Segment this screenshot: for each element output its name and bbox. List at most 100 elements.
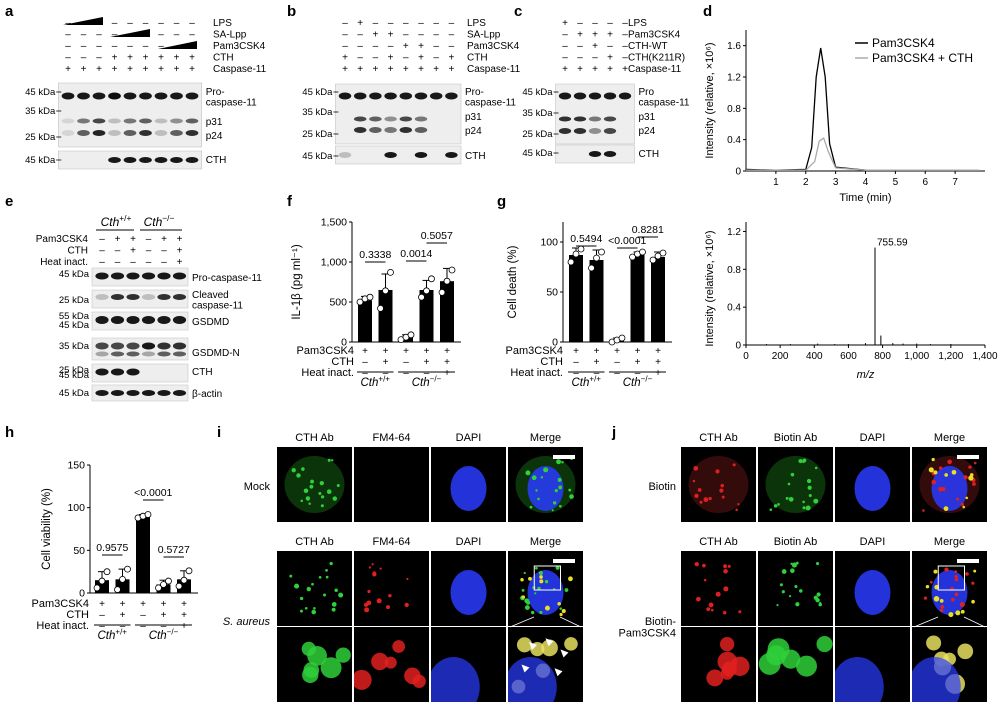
band-p31: [154, 118, 168, 124]
punctum-zoom: [767, 638, 790, 661]
condition-label: Pam3CSK4: [213, 41, 266, 52]
condition-sign: –: [592, 53, 598, 64]
condition-sign: +: [448, 64, 454, 75]
column-header: CTH Ab: [699, 432, 738, 444]
condition-sign: –: [388, 18, 394, 29]
punctum: [788, 496, 794, 502]
punctum-zoom: [706, 669, 724, 687]
band-p31: [139, 118, 152, 124]
genotype-superscript: +/+: [589, 374, 601, 383]
bar: [569, 255, 583, 342]
band-p31: [77, 118, 90, 124]
micrograph-content: [706, 637, 750, 687]
punctum: [720, 483, 724, 488]
kda-marker: 45 kDa: [25, 155, 56, 166]
punctum: [406, 577, 409, 581]
punctum: [956, 497, 960, 501]
blot-strip: [91, 337, 189, 361]
band-procaspase: [573, 92, 587, 100]
x-tick-label: 400: [806, 351, 823, 362]
condition-sign: –: [120, 621, 126, 632]
p-value: 0.5057: [421, 230, 453, 242]
punctum: [524, 605, 530, 611]
label-line: Pro-: [206, 87, 225, 98]
condition-sign: +: [418, 64, 424, 75]
condition-sign: +: [161, 599, 167, 610]
condition-sign: –: [362, 357, 368, 368]
punctum: [376, 598, 382, 604]
punctum: [954, 592, 959, 597]
x-axis-title: m/z: [857, 369, 875, 381]
punctum: [963, 475, 968, 480]
punctum: [568, 488, 572, 492]
band-procaspase: [384, 92, 397, 100]
condition-sign: +: [130, 246, 136, 257]
data-point: [98, 577, 106, 585]
band: [126, 390, 140, 396]
punctum: [791, 562, 797, 568]
y-axis-title: Intensity (relative, ×10⁶): [704, 42, 716, 158]
panel-h: 0 50 100 150 Cell viability (%) 0.9575 <0.0001…: [32, 460, 198, 642]
x-tick-label: 4: [863, 177, 869, 188]
condition-sign: +: [388, 64, 394, 75]
zoom-box: [533, 565, 561, 591]
bar: [156, 584, 171, 593]
x-tick-label: 1: [773, 177, 779, 188]
bar: [177, 579, 191, 593]
condition-sign: +: [120, 599, 126, 610]
data-point: [124, 565, 131, 573]
punctum: [294, 583, 300, 589]
condition-label: CTH: [540, 356, 563, 368]
condition-sign: +: [65, 64, 71, 75]
condition-label: Pam3CSK4: [506, 345, 563, 357]
band: [172, 272, 187, 280]
punctum: [320, 504, 324, 508]
band: [126, 272, 140, 280]
condition-sign: –: [373, 18, 379, 29]
condition-sign: –: [362, 368, 368, 379]
nucleus: [854, 570, 891, 615]
data-point: [423, 287, 430, 295]
condition-sign: –: [99, 610, 105, 621]
condition-sign: +: [383, 346, 389, 357]
data-point: [93, 584, 101, 592]
panel-label-a: a: [5, 3, 14, 20]
punctum: [723, 568, 728, 574]
band-label: CTH: [465, 151, 486, 162]
condition-sign: +: [174, 64, 180, 75]
condition-sign: –: [146, 246, 152, 257]
punctum: [304, 606, 308, 610]
punctum: [802, 506, 806, 510]
label-line: caspase-11: [206, 98, 257, 109]
genotype-wt: Cth+/+: [360, 374, 390, 389]
x-tick-label: 0: [743, 351, 749, 362]
kda-marker: 45 kDa: [59, 320, 90, 331]
band: [172, 294, 187, 300]
punctum: [539, 610, 543, 615]
condition-sign: –: [357, 30, 363, 41]
y-tick-label: 50: [73, 545, 85, 557]
band-p24: [353, 127, 367, 133]
band-procaspase: [618, 92, 632, 100]
y-tick-label: 1.6: [727, 41, 741, 52]
punctum: [557, 601, 561, 606]
band: [95, 368, 109, 376]
punctum: [368, 566, 372, 569]
punctum: [693, 465, 699, 471]
condition-label: CTH: [467, 53, 488, 64]
condition-sign: –: [403, 18, 409, 29]
punctum: [561, 609, 566, 614]
condition-sign: –: [577, 41, 583, 52]
punctum: [715, 591, 721, 597]
condition-sign: +: [635, 346, 641, 357]
punctum: [799, 589, 803, 593]
band-p31: [108, 118, 121, 124]
punctum: [318, 491, 322, 496]
condition-sign: –: [161, 621, 167, 632]
band-cth: [108, 157, 121, 163]
genotype-name: Cth: [144, 215, 163, 229]
condition-sign: –: [433, 18, 439, 29]
micrograph-content: [289, 561, 344, 615]
punctum: [534, 592, 537, 595]
